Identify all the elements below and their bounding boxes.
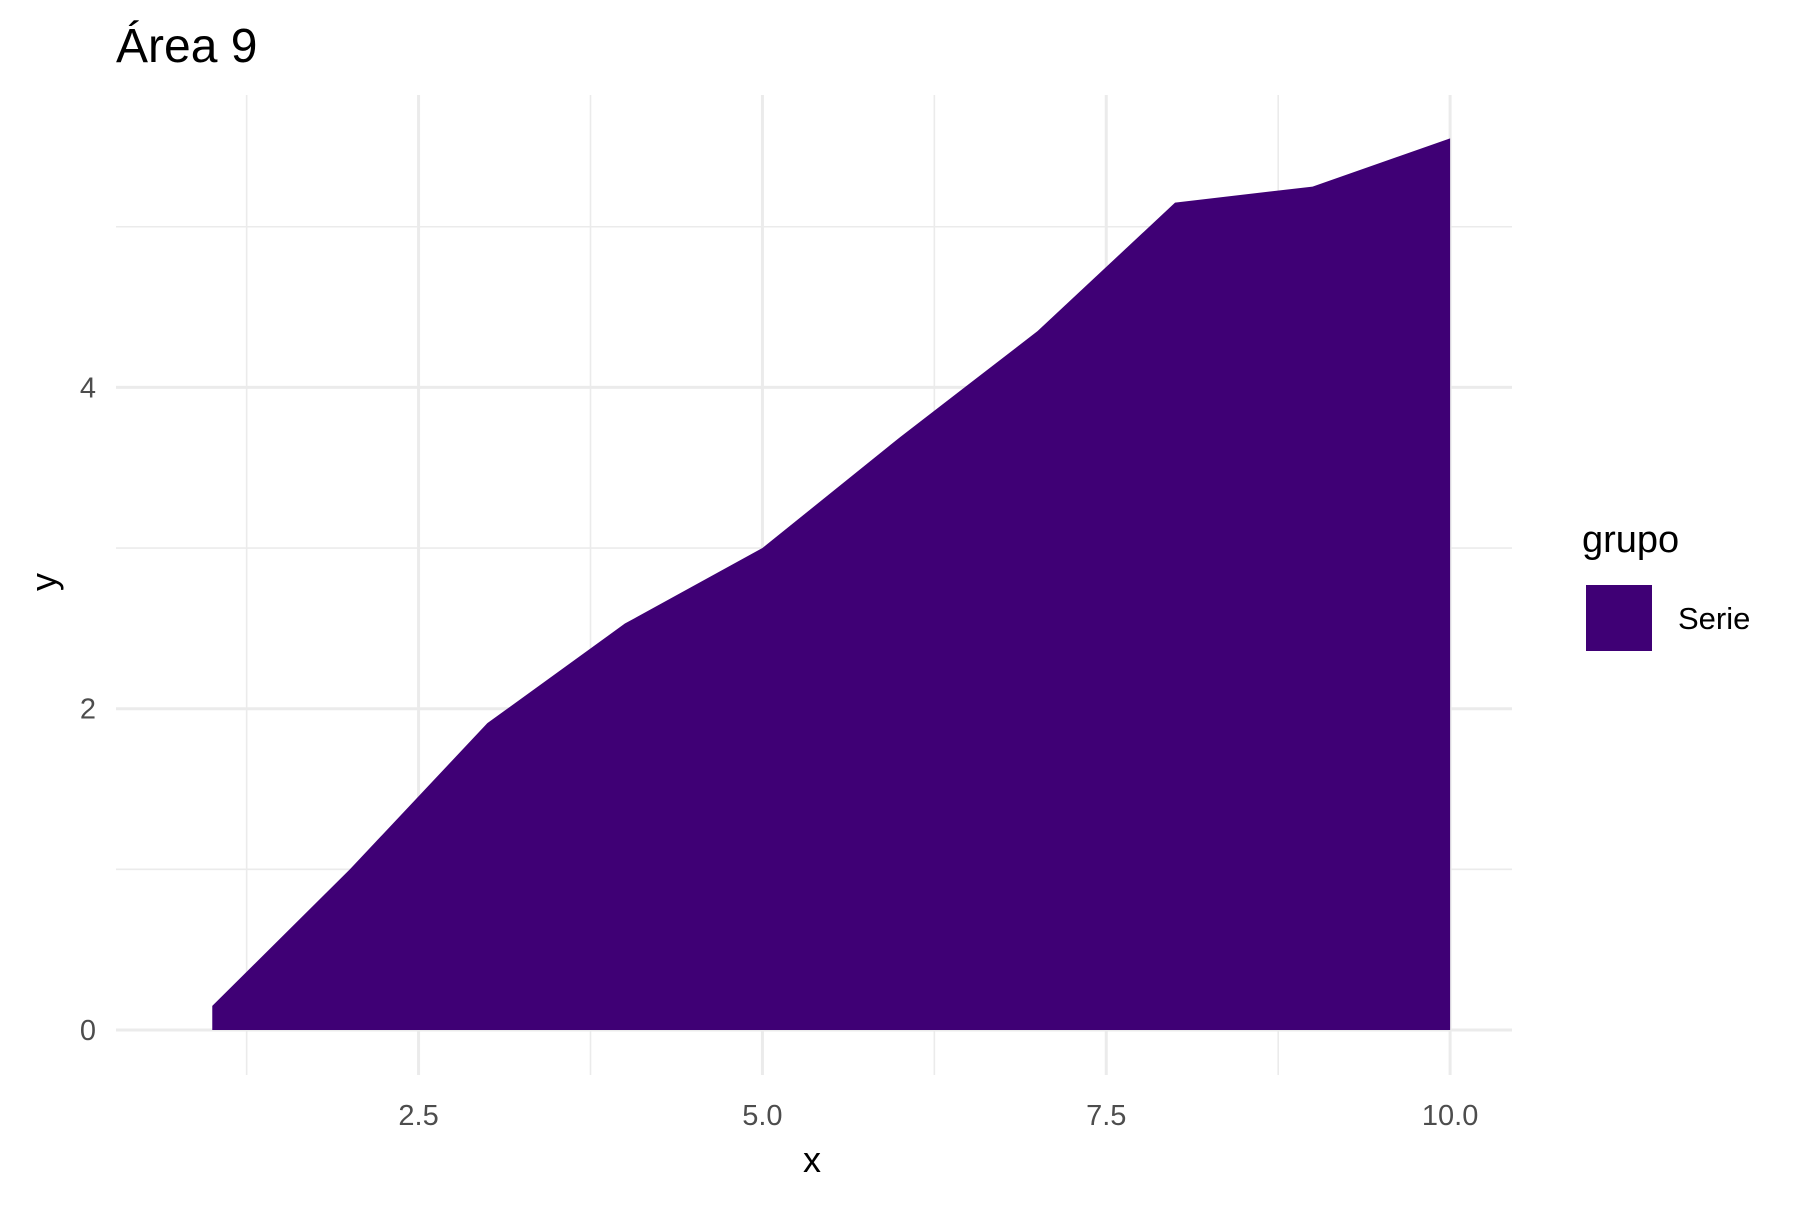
legend-entries: Serie (1586, 585, 1750, 651)
y-tick-label-2: 4 (80, 372, 96, 404)
x-tick-label-2: 7.5 (1086, 1100, 1126, 1132)
y-axis-title: y (23, 573, 64, 591)
y-tick-label-0: 0 (80, 1015, 96, 1047)
x-tick-label-3: 10.0 (1422, 1100, 1478, 1132)
x-axis-title: x (803, 1139, 821, 1180)
area-layer (212, 138, 1450, 1030)
legend-title: grupo (1582, 519, 1679, 561)
chart-title: Área 9 (116, 20, 257, 73)
area-series-serie (212, 138, 1450, 1030)
legend: grupo Serie (1582, 519, 1750, 651)
legend-label-0: Serie (1678, 601, 1750, 636)
y-tick-label-1: 2 (80, 694, 96, 726)
x-tick-label-1: 5.0 (742, 1100, 782, 1132)
x-tick-label-0: 2.5 (398, 1100, 438, 1132)
legend-key-0 (1586, 585, 1652, 651)
